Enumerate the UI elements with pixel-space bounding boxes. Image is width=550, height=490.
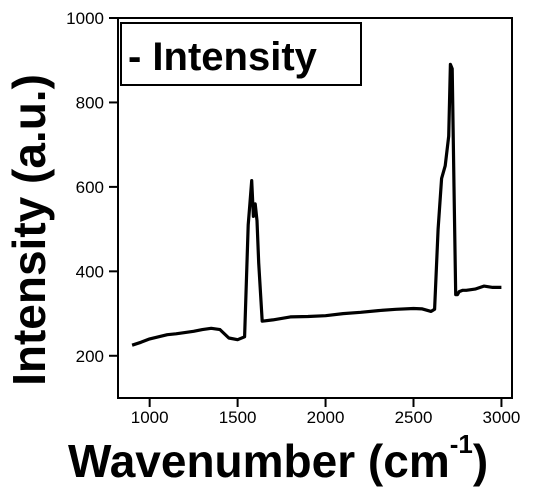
legend-label: - Intensity xyxy=(128,35,318,79)
x-tick-label: 1000 xyxy=(131,408,169,427)
ticks-layer: 1000 1500 2000 2500 3000 200 400 600 800 1000 xyxy=(66,9,520,427)
legend-box xyxy=(120,22,362,86)
x-tick-label: 2000 xyxy=(307,408,345,427)
x-tick-label: 3000 xyxy=(483,408,521,427)
series-line xyxy=(131,62,502,347)
series-layer xyxy=(131,62,502,347)
y-axis-title: Intensity (a.u.) xyxy=(3,74,55,386)
x-axis-title-superscript: -1 xyxy=(450,429,473,459)
x-axis-title: Wavenumber (cm-1) xyxy=(68,429,488,487)
y-tick-label: 1000 xyxy=(66,9,104,28)
x-axis-title-main: Wavenumber (cm xyxy=(68,435,450,487)
x-tick-label: 1500 xyxy=(219,408,257,427)
y-tick-label: 200 xyxy=(76,347,104,366)
plot-frame xyxy=(117,17,513,399)
y-tick-label: 400 xyxy=(76,262,104,281)
y-tick-label: 800 xyxy=(76,93,104,112)
legend: - Intensity xyxy=(120,22,362,86)
x-tick-label: 2500 xyxy=(395,408,433,427)
y-tick-label: 600 xyxy=(76,178,104,197)
axes-layer xyxy=(117,17,513,399)
x-axis-title-close: ) xyxy=(473,435,488,487)
